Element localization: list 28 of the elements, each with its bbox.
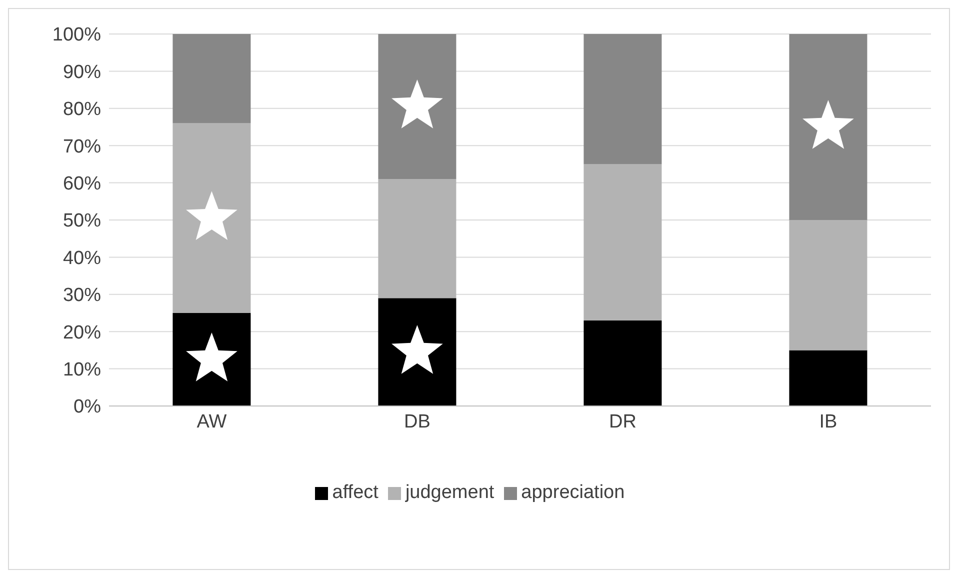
- legend-label: affect: [332, 482, 378, 503]
- y-tick-label: 80%: [62, 99, 102, 120]
- y-tick-label: 60%: [62, 174, 102, 195]
- bar: [789, 350, 868, 406]
- x-tick-label: DB: [404, 411, 430, 432]
- bar: [789, 220, 868, 350]
- y-tick-label: 30%: [62, 285, 102, 306]
- bar: [172, 34, 251, 124]
- bar: [172, 123, 251, 313]
- x-tick-label: DR: [609, 411, 636, 432]
- bar: [584, 320, 662, 406]
- x-tick-label: IB: [819, 411, 838, 432]
- bar: [584, 164, 662, 320]
- y-tick-label: 20%: [62, 322, 102, 344]
- bar: [378, 34, 456, 180]
- bar: [584, 34, 662, 164]
- y-tick-label: 10%: [62, 360, 102, 381]
- x-tick-label: AW: [196, 411, 227, 432]
- legend-label: appreciation: [521, 482, 625, 503]
- y-tick-label: 70%: [62, 136, 102, 158]
- y-tick-label: 90%: [62, 62, 102, 83]
- legend-label: judgement: [405, 482, 494, 503]
- y-tick-label: 0%: [74, 396, 102, 418]
- bar: [789, 34, 868, 220]
- bar: [378, 179, 456, 298]
- y-tick-label: 100%: [52, 24, 102, 46]
- y-tick-label: 50%: [62, 210, 102, 232]
- y-tick-label: 40%: [62, 248, 102, 269]
